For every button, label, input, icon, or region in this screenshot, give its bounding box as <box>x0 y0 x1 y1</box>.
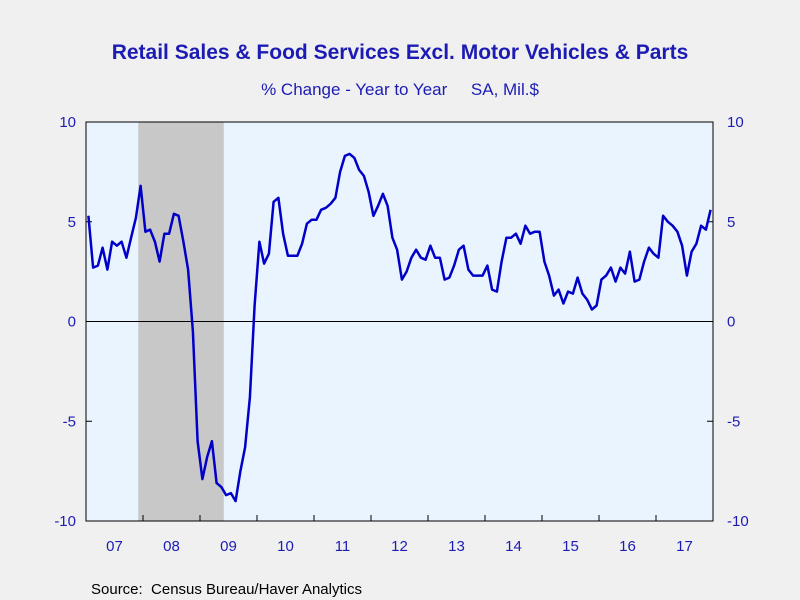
x-tick-label: 08 <box>163 538 180 555</box>
x-tick-label: 17 <box>676 538 693 555</box>
series-line <box>87 152 712 503</box>
x-tick-label: 10 <box>277 538 294 555</box>
y-tick-label-left: 10 <box>59 114 76 131</box>
y-tick-label-right: -5 <box>727 413 740 430</box>
x-tick-label: 11 <box>335 538 351 555</box>
y-tick-label-left: -5 <box>63 413 76 430</box>
y-tick-label-right: 0 <box>727 314 735 331</box>
x-tick-label: 14 <box>505 538 522 555</box>
y-tick-label-right: -10 <box>727 513 749 530</box>
y-tick-label-left: 5 <box>68 214 76 231</box>
y-axis-right: 10 5 0 -5 -10 <box>707 114 749 530</box>
x-tick-label: 15 <box>562 538 579 555</box>
x-tick-label: 16 <box>619 538 636 555</box>
plot-frame <box>85 121 714 522</box>
x-tick-label: 07 <box>106 538 123 555</box>
x-axis: 07 08 09 10 11 12 13 14 15 16 17 <box>106 515 693 555</box>
x-tick-label: 09 <box>220 538 237 555</box>
x-tick-label: 12 <box>391 538 408 555</box>
y-tick-label-left: -10 <box>54 513 76 530</box>
x-tick-label: 13 <box>448 538 465 555</box>
chart-subtitle: % Change - Year to Year SA, Mil.$ <box>261 80 539 99</box>
y-tick-label-left: 0 <box>68 314 76 331</box>
source-note: Source: Census Bureau/Haver Analytics <box>91 581 362 598</box>
y-tick-label-right: 5 <box>727 214 735 231</box>
chart-title: Retail Sales & Food Services Excl. Motor… <box>112 41 689 64</box>
y-tick-label-right: 10 <box>727 114 744 131</box>
y-axis-left: 10 5 0 -5 -10 <box>54 114 92 530</box>
